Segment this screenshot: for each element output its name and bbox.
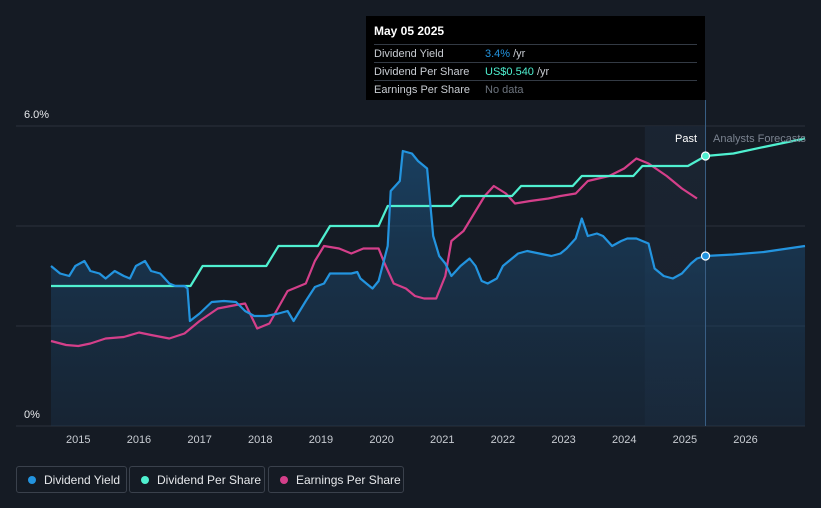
dividend-per-share-forecast-line — [705, 137, 806, 158]
tooltip-label: Earnings Per Share — [374, 83, 470, 96]
tooltip: May 05 2025 Dividend Yield 3.4% /yr Divi… — [366, 16, 705, 100]
x-tick-label: 2023 — [551, 434, 575, 446]
tooltip-value: 3.4% — [485, 47, 511, 60]
dividend-per-share-line — [51, 155, 707, 288]
x-tick-label: 2015 — [66, 434, 90, 446]
tooltip-label: Dividend Yield — [374, 47, 444, 60]
legend-dividend-yield[interactable]: Dividend Yield — [16, 466, 127, 493]
axis-labels: 2015 2016 2017 2018 2019 2020 2021 2022 2023 2024… — [66, 434, 758, 446]
legend-label: Dividend Per Share — [157, 472, 262, 487]
dividend-yield-area — [51, 151, 805, 426]
past-label: Past — [675, 133, 697, 145]
x-tick-label: 2016 — [127, 434, 151, 446]
x-tick-label: 2026 — [733, 434, 757, 446]
legend-label: Earnings Per Share — [296, 472, 401, 487]
dividend-per-share-marker — [700, 151, 711, 161]
legend-dividend-per-share[interactable]: Dividend Per Share — [129, 466, 265, 493]
dividend-yield-forecast-line — [705, 244, 806, 258]
x-tick-label: 2025 — [673, 434, 697, 446]
x-tick-label: 2018 — [248, 434, 272, 446]
legend-dot-icon — [141, 475, 149, 484]
x-tick-label: 2024 — [612, 434, 636, 446]
tooltip-unit: /yr — [536, 65, 550, 78]
tooltip-row-dividend-per-share: Dividend Per Share US$0.540 /yr — [374, 62, 697, 80]
legend-earnings-per-share[interactable]: Earnings Per Share — [268, 466, 404, 493]
legend-dot-icon — [28, 475, 36, 484]
x-tick-label: 2021 — [430, 434, 454, 446]
x-tick-label: 2022 — [491, 434, 515, 446]
tooltip-value: No data — [485, 83, 524, 96]
analysts-forecasts-label: Analysts Forecasts — [713, 133, 806, 145]
legend-dot-icon — [280, 475, 288, 484]
series-lines — [50, 149, 707, 348]
x-tick-label: 2017 — [187, 434, 211, 446]
y-axis-top-label: 6.0% — [24, 109, 49, 121]
earnings-per-share-line — [50, 157, 698, 348]
x-tick-label: 2019 — [309, 434, 333, 446]
x-tick-label: 2020 — [369, 434, 393, 446]
hover-markers — [700, 151, 711, 261]
dividend-yield-line — [50, 149, 706, 323]
y-axis-bottom-label: 0% — [24, 409, 40, 421]
forecast-lines — [705, 137, 806, 258]
tooltip-row-dividend-yield: Dividend Yield 3.4% /yr — [374, 44, 697, 62]
tooltip-unit: /yr — [513, 47, 526, 60]
tooltip-row-earnings-per-share: Earnings Per Share No data — [374, 80, 697, 98]
tooltip-value: US$0.540 — [485, 65, 534, 78]
tooltip-date: May 05 2025 — [374, 24, 445, 38]
tooltip-label: Dividend Per Share — [374, 65, 470, 78]
dividend-yield-marker — [700, 251, 711, 261]
legend-label: Dividend Yield — [44, 472, 121, 487]
